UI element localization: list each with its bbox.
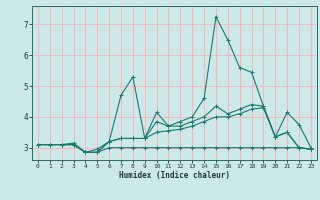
X-axis label: Humidex (Indice chaleur): Humidex (Indice chaleur) bbox=[119, 171, 230, 180]
